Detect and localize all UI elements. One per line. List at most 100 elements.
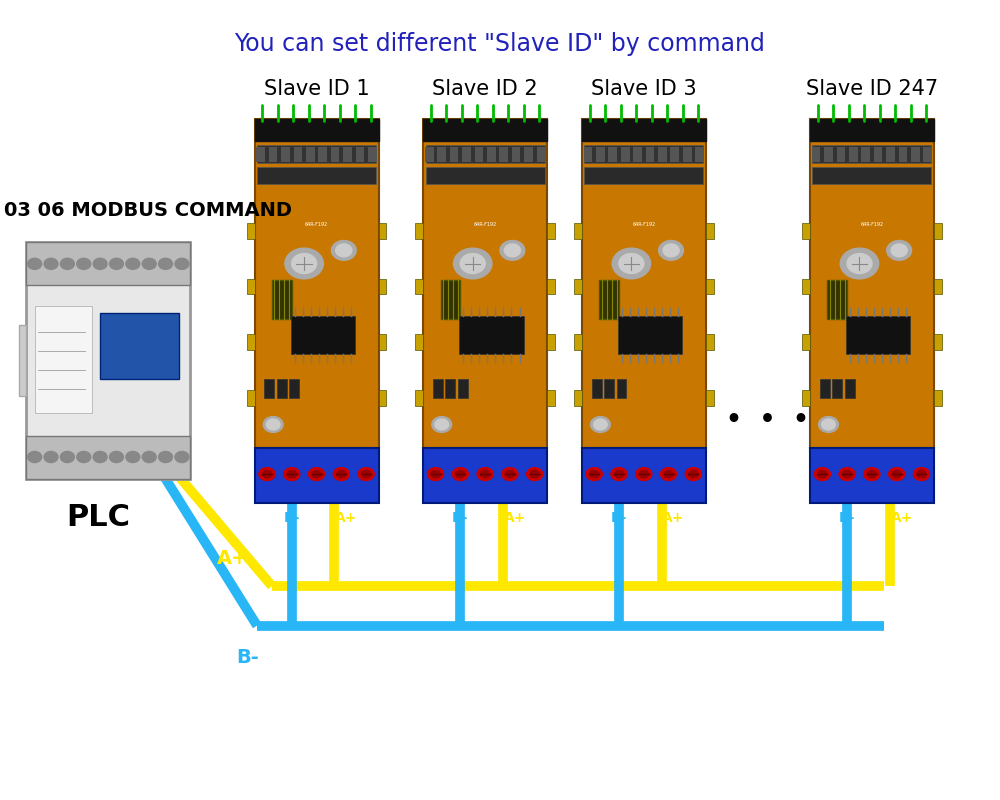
Bar: [695, 147, 704, 162]
Circle shape: [175, 258, 189, 270]
Bar: [802, 334, 810, 350]
Bar: [934, 222, 942, 238]
Bar: [247, 334, 255, 350]
Bar: [646, 147, 654, 162]
Circle shape: [917, 470, 926, 478]
Text: B-: B-: [236, 648, 258, 666]
Bar: [802, 222, 810, 238]
Bar: [861, 147, 870, 162]
Bar: [810, 119, 934, 447]
Circle shape: [867, 470, 877, 478]
Circle shape: [477, 468, 493, 481]
Bar: [832, 378, 842, 398]
Text: A+: A+: [662, 511, 685, 525]
Bar: [256, 147, 265, 162]
Circle shape: [93, 258, 107, 270]
Circle shape: [77, 451, 91, 462]
Circle shape: [285, 248, 323, 279]
Bar: [574, 222, 582, 238]
Bar: [415, 390, 423, 406]
Bar: [596, 147, 605, 162]
Bar: [19, 325, 26, 396]
Bar: [547, 334, 555, 350]
Bar: [810, 447, 934, 503]
Circle shape: [28, 451, 42, 462]
Circle shape: [337, 470, 346, 478]
Circle shape: [452, 468, 468, 481]
Bar: [423, 447, 547, 503]
Bar: [100, 313, 179, 379]
Bar: [272, 280, 292, 319]
Bar: [433, 378, 443, 398]
Bar: [277, 378, 287, 398]
Bar: [592, 378, 602, 398]
Bar: [458, 378, 468, 398]
Circle shape: [889, 468, 905, 481]
Circle shape: [312, 470, 321, 478]
Bar: [255, 119, 379, 142]
Circle shape: [818, 470, 827, 478]
Circle shape: [480, 470, 490, 478]
Bar: [706, 390, 714, 406]
Circle shape: [77, 258, 91, 270]
Bar: [425, 147, 434, 162]
Bar: [547, 222, 555, 238]
Circle shape: [500, 241, 525, 260]
Circle shape: [659, 241, 683, 260]
Bar: [658, 147, 667, 162]
Bar: [379, 222, 386, 238]
Bar: [255, 447, 379, 503]
Bar: [604, 378, 614, 398]
Bar: [512, 147, 520, 162]
Circle shape: [110, 451, 123, 462]
Text: A+: A+: [335, 511, 357, 525]
Circle shape: [530, 470, 539, 478]
Bar: [923, 147, 932, 162]
Circle shape: [892, 470, 901, 478]
Bar: [683, 147, 692, 162]
Circle shape: [590, 417, 610, 433]
Text: 64R-F192: 64R-F192: [474, 222, 497, 226]
Bar: [255, 119, 379, 447]
Circle shape: [460, 254, 485, 274]
Bar: [445, 378, 455, 398]
Bar: [670, 147, 679, 162]
Bar: [459, 316, 524, 354]
Circle shape: [814, 468, 830, 481]
Circle shape: [842, 470, 852, 478]
Circle shape: [262, 470, 272, 478]
Bar: [547, 390, 555, 406]
Bar: [886, 147, 895, 162]
Bar: [812, 167, 931, 184]
Circle shape: [689, 470, 698, 478]
Circle shape: [287, 470, 296, 478]
Bar: [306, 147, 315, 162]
Bar: [584, 147, 592, 162]
Circle shape: [454, 248, 492, 279]
Bar: [475, 147, 483, 162]
Bar: [706, 334, 714, 350]
Circle shape: [502, 468, 518, 481]
Bar: [574, 390, 582, 406]
Circle shape: [60, 451, 74, 462]
Text: B-: B-: [452, 511, 469, 525]
Circle shape: [292, 254, 317, 274]
Circle shape: [611, 468, 627, 481]
Circle shape: [159, 258, 173, 270]
Text: B-: B-: [284, 511, 300, 525]
Circle shape: [819, 417, 838, 433]
Bar: [845, 378, 855, 398]
Circle shape: [266, 419, 280, 430]
Bar: [26, 242, 190, 286]
Text: PLC: PLC: [66, 503, 130, 532]
Circle shape: [336, 244, 352, 257]
Bar: [415, 278, 423, 294]
Circle shape: [435, 419, 449, 430]
Bar: [415, 334, 423, 350]
Bar: [426, 146, 545, 163]
Circle shape: [93, 451, 107, 462]
Circle shape: [619, 254, 644, 274]
Bar: [289, 378, 299, 398]
Text: Slave ID 247: Slave ID 247: [806, 79, 938, 99]
Circle shape: [284, 468, 300, 481]
